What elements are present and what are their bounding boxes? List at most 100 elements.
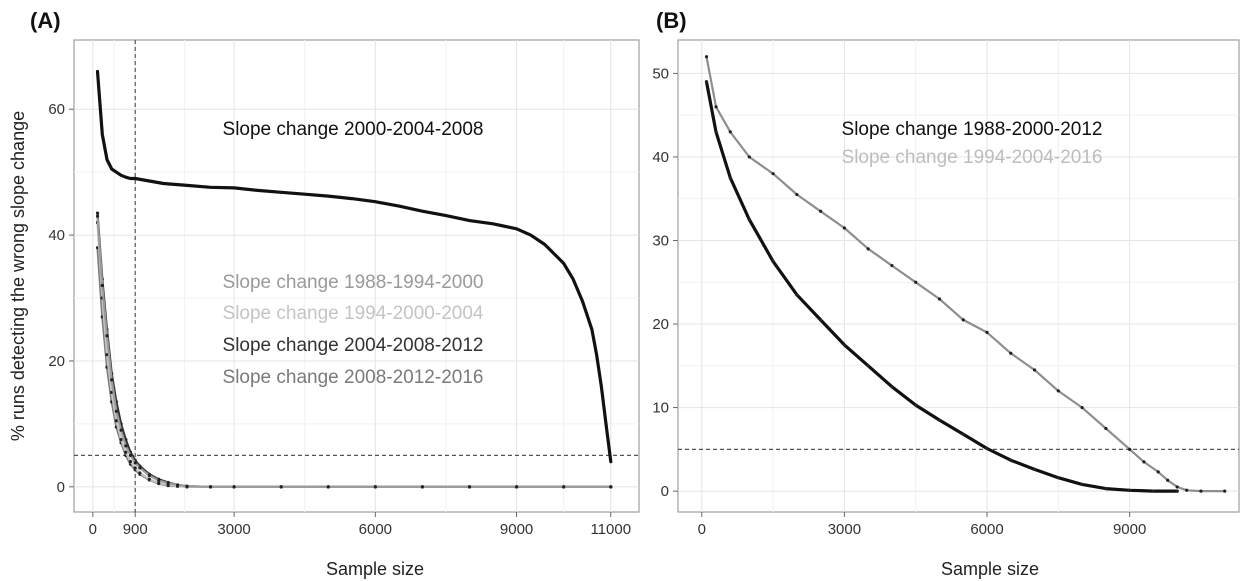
panel-b-series-line-0 xyxy=(704,80,1179,493)
panel-a-annotation-1: Slope change 2000-2004-2008 xyxy=(223,119,484,140)
panel-a-series-2-point xyxy=(105,353,109,357)
panel-b-series-0-point xyxy=(1080,482,1084,487)
panel-a-x-tick-label: 11000 xyxy=(590,521,631,538)
panel-a-series-3-point xyxy=(95,211,100,215)
panel-a-y-tick-label: 60 xyxy=(48,101,65,118)
panel-b-series-1-point xyxy=(1032,368,1037,372)
panel-a-series-1-point xyxy=(373,485,377,489)
panel-a-series-1-point xyxy=(105,334,109,338)
panel-a-frame xyxy=(73,39,640,513)
panel-a-x-tick-label: 900 xyxy=(123,521,148,538)
panel-b-annotation-2: Slope change 1994-2004-2016 xyxy=(842,147,1103,168)
panel-b-series xyxy=(704,55,1227,493)
panel-b-series-1-point xyxy=(1104,426,1108,431)
panel-a-series-1-point xyxy=(138,466,142,470)
panel-b-series-0-point xyxy=(914,403,918,407)
panel-b-series-1-point xyxy=(1009,351,1013,355)
panel-b-series-1-point xyxy=(819,209,823,213)
panel-b-series-0-point xyxy=(1175,489,1179,493)
panel-a-annotation-2: Slope change 1988-1994-2000 xyxy=(223,272,484,293)
panel-b-x-tick-label: 3000 xyxy=(828,521,861,538)
panel-b-series-1-point xyxy=(714,105,718,109)
panel-a-y-axis-title: % runs detecting the wrong slope change xyxy=(8,111,28,441)
panel-b-series-1-point xyxy=(1056,389,1060,393)
panel-a-x-tick-label: 6000 xyxy=(359,521,392,538)
panel-b-series-0-point xyxy=(1056,476,1060,480)
panel-b-y-tick-label: 50 xyxy=(652,65,669,82)
panel-a-series-1-point xyxy=(114,409,118,413)
panel-b-y-tick-label: 40 xyxy=(652,149,669,166)
panel-a-x-tick-label: 9000 xyxy=(500,521,533,538)
panel-a-ticks: 0 900 3000 6000 9000 11000 0 20 40 60 xyxy=(48,101,631,538)
panel-a-series-2-point xyxy=(147,477,151,481)
panel-a-annotation-4: Slope change 2004-2008-2012 xyxy=(223,335,484,356)
panel-b-series-0-point xyxy=(937,418,942,422)
panel-b-series-1-point xyxy=(937,297,942,301)
panel-b-x-axis-title: Sample size xyxy=(941,559,1039,579)
panel-a-series-1-point xyxy=(157,478,161,483)
panel-b-series-1-point xyxy=(1199,489,1203,493)
panel-b-series-0-point xyxy=(1151,489,1156,493)
panel-b-series-1-point xyxy=(890,263,894,268)
panel-b-series-1-point xyxy=(1080,405,1084,410)
panel-a-series-1-point xyxy=(175,483,180,487)
panel-a-series-1-point xyxy=(166,481,170,485)
panel-a-series-1-point xyxy=(514,485,519,489)
panel-a-series-2-point xyxy=(119,438,123,442)
panel-b-series-0-point xyxy=(842,343,846,347)
panel-a-series-1-point xyxy=(133,461,137,465)
panel-a-series-line-0 xyxy=(95,69,613,464)
panel-b-label: (B) xyxy=(656,8,687,33)
panel-b-series-0-point xyxy=(728,176,732,180)
panel-b-series-0-point xyxy=(714,130,718,134)
panel-a-series-1-point xyxy=(185,484,189,488)
panel-b: (B) 0 3000 6000 9000 0 10 20 30 40 50 Sample size… xyxy=(652,8,1240,579)
panel-b-series-1-point xyxy=(842,226,846,230)
panel-b-series-1-point xyxy=(704,55,709,59)
panel-b-series-1-point xyxy=(1175,485,1179,489)
panel-a-series-1-point xyxy=(124,444,128,448)
panel-b-y-tick-label: 10 xyxy=(652,400,669,417)
panel-b-series-1-point xyxy=(1185,488,1189,492)
panel-b-annotation-1: Slope change 1988-2000-2012 xyxy=(842,119,1103,140)
panel-b-series-0-point xyxy=(819,318,823,322)
panel-b-y-tick-label: 20 xyxy=(652,316,669,333)
panel-b-series-0-point xyxy=(985,446,989,451)
panel-a-series-1-point xyxy=(326,485,330,489)
panel-a-x-tick-label: 3000 xyxy=(217,521,250,538)
panel-a-series-1-point xyxy=(119,428,123,432)
panel-a-series-1-point xyxy=(232,485,236,489)
panel-a-y-tick-label: 0 xyxy=(57,479,65,496)
panel-a-series-1-point xyxy=(562,485,566,489)
panel-a-series-1-point xyxy=(279,485,283,489)
panel-a-series-1-point xyxy=(420,485,425,489)
panel-b-series-1-point xyxy=(866,247,870,251)
panel-a-series-1-point xyxy=(467,485,472,489)
panel-b-series-1-point xyxy=(1128,447,1132,451)
panel-b-series-1-point xyxy=(771,172,775,176)
panel-b-x-tick-label: 9000 xyxy=(1113,521,1146,538)
panel-b-series-0-point xyxy=(961,432,965,436)
panel-b-series-1-point xyxy=(1166,478,1170,482)
panel-b-series-0-point xyxy=(866,364,870,368)
panel-a-series-1-point xyxy=(609,485,613,489)
panel-a-series-2-point xyxy=(133,466,137,470)
panel-b-series-1-point xyxy=(747,155,751,159)
panel-b-series-1-point xyxy=(985,330,989,334)
panel-b-x-tick-label: 6000 xyxy=(970,521,1003,538)
panel-b-series-0-point xyxy=(890,385,894,389)
panel-a-annotation-3: Slope change 1994-2000-2004 xyxy=(223,303,484,324)
panel-a-y-tick-label: 20 xyxy=(48,353,65,370)
panel-a-y-tick-label: 40 xyxy=(48,227,65,244)
panel-b-y-tick-label: 30 xyxy=(652,232,669,249)
panel-a-series xyxy=(95,69,613,489)
panel-a-series-1-point xyxy=(208,485,213,489)
panel-b-series-0-point xyxy=(1009,458,1013,462)
panel-a-series-1-point xyxy=(147,473,151,478)
panel-a-series-2-point xyxy=(124,450,128,454)
panel-a-reference-lines xyxy=(74,40,639,512)
panel-a-label: (A) xyxy=(30,8,61,33)
panel-b-series-0-point xyxy=(795,293,799,297)
panel-b-series-1-point xyxy=(1223,489,1227,493)
